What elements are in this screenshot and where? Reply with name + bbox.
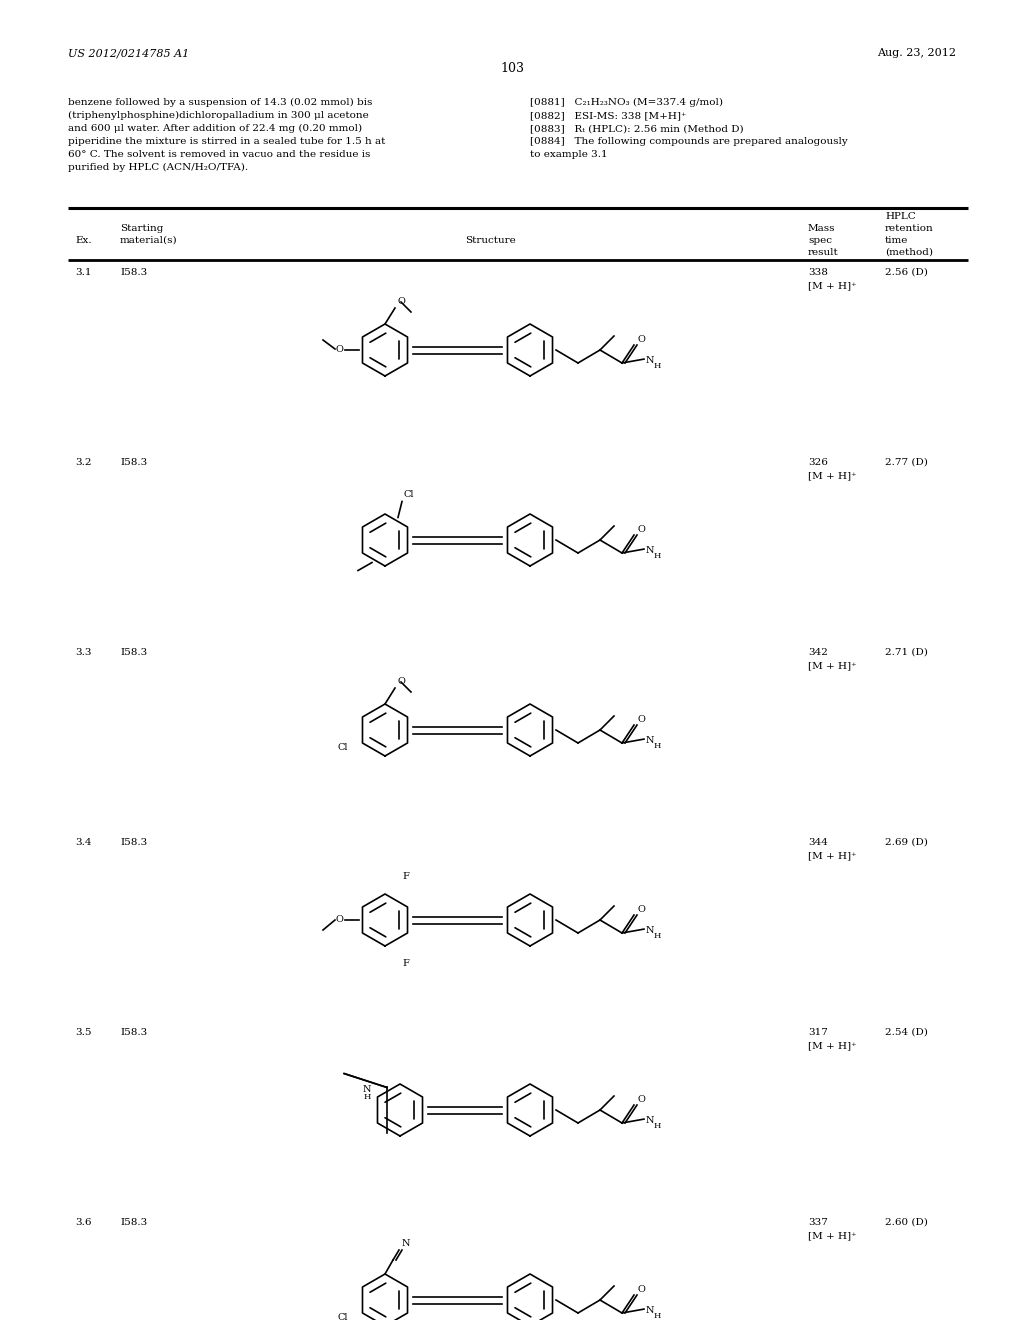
Text: N: N — [646, 735, 654, 744]
Text: [0882]   ESI-MS: 338 [M+H]⁺: [0882] ESI-MS: 338 [M+H]⁺ — [530, 111, 686, 120]
Text: 60° C. The solvent is removed in vacuo and the residue is: 60° C. The solvent is removed in vacuo a… — [68, 150, 371, 158]
Text: F: F — [402, 958, 409, 968]
Text: H: H — [654, 742, 662, 750]
Text: retention: retention — [885, 224, 934, 234]
Text: Cl: Cl — [338, 1312, 348, 1320]
Text: [M + H]⁺: [M + H]⁺ — [808, 1041, 857, 1049]
Text: O: O — [335, 916, 343, 924]
Text: O: O — [637, 525, 645, 535]
Text: O: O — [637, 1096, 645, 1104]
Text: O: O — [637, 335, 645, 345]
Text: 344: 344 — [808, 838, 827, 847]
Text: Aug. 23, 2012: Aug. 23, 2012 — [877, 48, 956, 58]
Text: result: result — [808, 248, 839, 257]
Text: spec: spec — [808, 236, 831, 246]
Text: [M + H]⁺: [M + H]⁺ — [808, 471, 857, 480]
Text: I58.3: I58.3 — [120, 1218, 147, 1228]
Text: HPLC: HPLC — [885, 213, 915, 220]
Text: I58.3: I58.3 — [120, 648, 147, 657]
Text: N: N — [646, 925, 654, 935]
Text: benzene followed by a suspension of 14.3 (0.02 mmol) bis: benzene followed by a suspension of 14.3… — [68, 98, 373, 107]
Text: 2.71 (D): 2.71 (D) — [885, 648, 928, 657]
Text: 337: 337 — [808, 1218, 827, 1228]
Text: and 600 μl water. After addition of 22.4 mg (0.20 mmol): and 600 μl water. After addition of 22.4… — [68, 124, 362, 133]
Text: 3.4: 3.4 — [75, 838, 91, 847]
Text: N: N — [362, 1085, 371, 1094]
Text: O: O — [637, 906, 645, 913]
Text: 2.56 (D): 2.56 (D) — [885, 268, 928, 277]
Text: O: O — [397, 677, 404, 686]
Text: Mass: Mass — [808, 224, 836, 234]
Text: piperidine the mixture is stirred in a sealed tube for 1.5 h at: piperidine the mixture is stirred in a s… — [68, 137, 385, 147]
Text: H: H — [654, 932, 662, 940]
Text: 103: 103 — [500, 62, 524, 75]
Text: H: H — [364, 1093, 371, 1101]
Text: Ex.: Ex. — [75, 236, 91, 246]
Text: I58.3: I58.3 — [120, 838, 147, 847]
Text: Cl: Cl — [403, 491, 414, 499]
Text: N: N — [646, 355, 654, 364]
Text: Structure: Structure — [465, 236, 515, 246]
Text: F: F — [402, 873, 409, 882]
Text: to example 3.1: to example 3.1 — [530, 150, 607, 158]
Text: H: H — [654, 552, 662, 560]
Text: H: H — [654, 362, 662, 370]
Text: 3.3: 3.3 — [75, 648, 91, 657]
Text: O: O — [335, 346, 343, 355]
Text: I58.3: I58.3 — [120, 458, 147, 467]
Text: [M + H]⁺: [M + H]⁺ — [808, 851, 857, 861]
Text: [M + H]⁺: [M + H]⁺ — [808, 1232, 857, 1239]
Text: N: N — [646, 1305, 654, 1315]
Text: O: O — [397, 297, 404, 306]
Text: I58.3: I58.3 — [120, 268, 147, 277]
Text: [0881]   C₂₁H₂₃NO₃ (M=337.4 g/mol): [0881] C₂₁H₂₃NO₃ (M=337.4 g/mol) — [530, 98, 723, 107]
Text: 2.60 (D): 2.60 (D) — [885, 1218, 928, 1228]
Text: 338: 338 — [808, 268, 827, 277]
Text: 2.69 (D): 2.69 (D) — [885, 838, 928, 847]
Text: [M + H]⁺: [M + H]⁺ — [808, 281, 857, 290]
Text: N: N — [402, 1239, 411, 1247]
Text: (method): (method) — [885, 248, 933, 257]
Text: N: N — [646, 545, 654, 554]
Text: 2.54 (D): 2.54 (D) — [885, 1028, 928, 1038]
Text: H: H — [654, 1312, 662, 1320]
Text: O: O — [637, 1284, 645, 1294]
Text: O: O — [637, 715, 645, 723]
Text: 2.77 (D): 2.77 (D) — [885, 458, 928, 467]
Text: US 2012/0214785 A1: US 2012/0214785 A1 — [68, 48, 189, 58]
Text: [M + H]⁺: [M + H]⁺ — [808, 661, 857, 671]
Text: [0883]   Rₜ (HPLC): 2.56 min (Method D): [0883] Rₜ (HPLC): 2.56 min (Method D) — [530, 124, 743, 133]
Text: purified by HPLC (ACN/H₂O/TFA).: purified by HPLC (ACN/H₂O/TFA). — [68, 162, 248, 172]
Text: 326: 326 — [808, 458, 827, 467]
Text: (triphenylphosphine)dichloropalladium in 300 μl acetone: (triphenylphosphine)dichloropalladium in… — [68, 111, 369, 120]
Text: [0884]   The following compounds are prepared analogously: [0884] The following compounds are prepa… — [530, 137, 848, 147]
Text: 3.1: 3.1 — [75, 268, 91, 277]
Text: 3.5: 3.5 — [75, 1028, 91, 1038]
Text: I58.3: I58.3 — [120, 1028, 147, 1038]
Text: time: time — [885, 236, 908, 246]
Text: H: H — [654, 1122, 662, 1130]
Text: material(s): material(s) — [120, 236, 177, 246]
Text: 3.6: 3.6 — [75, 1218, 91, 1228]
Text: 3.2: 3.2 — [75, 458, 91, 467]
Text: 317: 317 — [808, 1028, 827, 1038]
Text: 342: 342 — [808, 648, 827, 657]
Text: Cl: Cl — [338, 742, 348, 751]
Text: Starting: Starting — [120, 224, 164, 234]
Text: N: N — [646, 1115, 654, 1125]
